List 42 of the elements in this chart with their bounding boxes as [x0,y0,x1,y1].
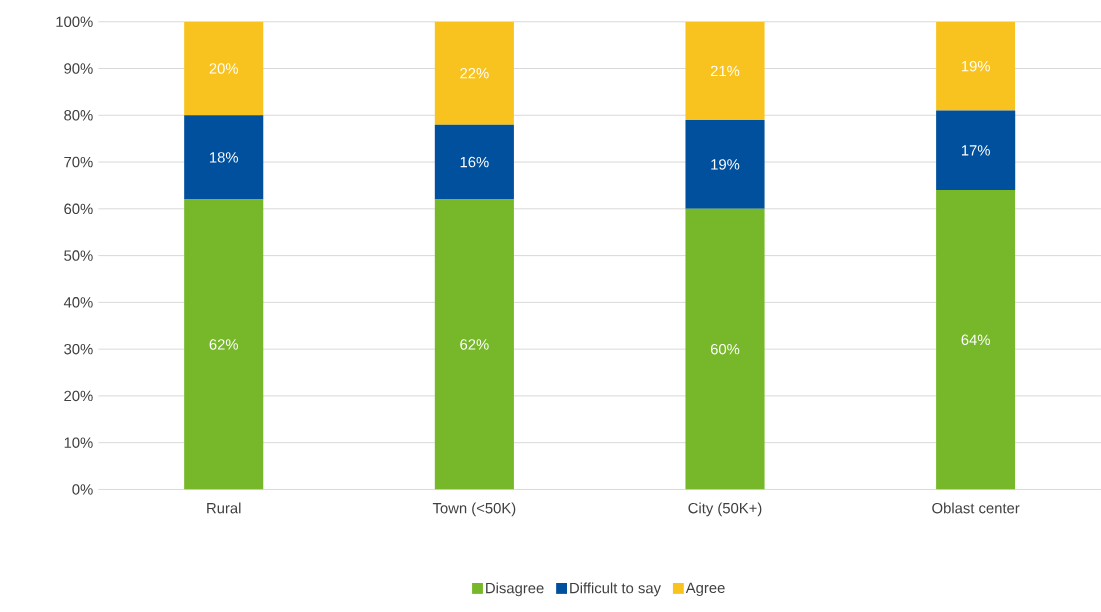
y-tick-label: 40% [63,297,93,308]
bar [685,21,765,120]
data-label: 22% [460,67,489,79]
bar [434,199,514,490]
bar [936,21,1016,111]
x-tick-label: City (50K+) [688,502,762,517]
y-tick-label: 70% [64,156,93,168]
y-tick-label: 0% [72,484,93,495]
data-label: 18% [210,152,239,163]
data-label: 19% [961,60,990,72]
y-tick-label: 50% [64,250,93,261]
y-tick-label: 30% [64,343,93,355]
bar [936,110,1016,191]
bar [434,124,514,200]
x-tick-label: Rural [207,502,241,514]
data-label: 17% [961,145,990,156]
data-label: 60% [710,343,740,355]
y-tick-label: 100% [56,16,93,27]
x-tick-label: Town (<50K) [432,502,516,517]
x-tick-label: Oblast center [932,502,1020,514]
data-label: 19% [711,159,740,170]
bar [685,119,765,209]
y-tick-label: 90% [64,63,93,74]
data-label: 16% [460,156,489,168]
data-label: 62% [209,339,239,350]
y-tick-label: 10% [64,437,93,448]
y-tick-label: 60% [64,203,93,215]
bar [434,21,514,125]
bar [184,199,264,490]
data-label: 20% [209,63,239,74]
y-tick-label: 80% [64,110,93,121]
legend-label: Agree [685,582,725,596]
bar [184,115,264,200]
bar [184,21,264,116]
y-tick-label: 20% [64,390,93,402]
data-label: 62% [460,339,489,350]
bar [936,190,1016,490]
data-label: 64% [961,334,990,346]
bar [685,208,765,490]
data-label: 21% [710,65,740,77]
legend-label: Difficult to say [570,582,661,597]
legend-label: Disagree [486,582,544,597]
